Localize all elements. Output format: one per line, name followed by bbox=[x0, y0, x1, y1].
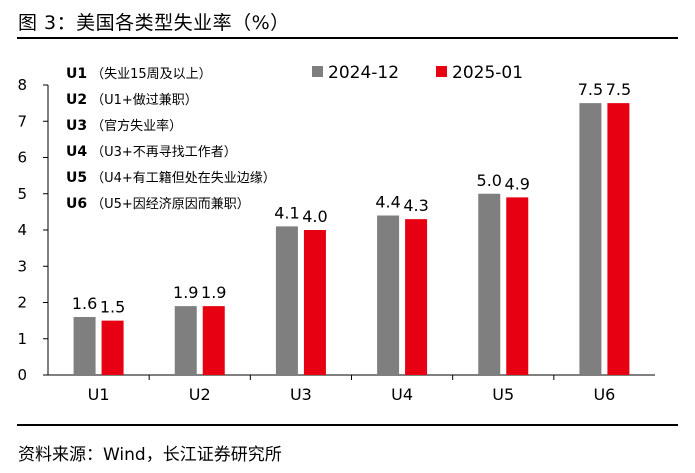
x-category-label: U3 bbox=[290, 385, 312, 404]
data-label: 1.9 bbox=[201, 283, 226, 302]
data-label: 1.5 bbox=[100, 298, 125, 317]
data-label: 5.0 bbox=[477, 171, 502, 190]
y-tick-label: 0 bbox=[17, 366, 27, 384]
legend-swatch-2025-01 bbox=[436, 66, 447, 77]
bar-2025-01-U6 bbox=[607, 103, 630, 375]
note-code: U4 bbox=[66, 144, 87, 160]
legend-label: 2024-12 bbox=[328, 63, 399, 83]
bar-2024-12-U2 bbox=[174, 306, 197, 375]
data-label: 7.5 bbox=[578, 80, 603, 99]
note-code: U3 bbox=[66, 118, 87, 134]
data-label: 4.3 bbox=[403, 196, 428, 215]
bar-2025-01-U3 bbox=[303, 230, 326, 375]
x-category-label: U6 bbox=[593, 385, 615, 404]
bar-2024-12-U5 bbox=[478, 193, 501, 375]
x-category-label: U2 bbox=[189, 385, 211, 404]
legend-swatch-2024-12 bbox=[312, 66, 323, 77]
note-description: （U1+做过兼职） bbox=[91, 93, 198, 108]
figure-title: 图 3：美国各类型失业率（%） bbox=[18, 12, 290, 34]
x-category-label: U5 bbox=[492, 385, 514, 404]
y-tick-label: 2 bbox=[17, 294, 27, 312]
note-line: U3 （官方失业率） bbox=[66, 118, 182, 134]
note-description: （官方失业率） bbox=[91, 118, 182, 134]
note-line: U1 （失业15周及以上） bbox=[66, 66, 212, 82]
data-label: 4.4 bbox=[375, 193, 400, 212]
note-code: U6 bbox=[66, 196, 87, 212]
bar-2024-12-U6 bbox=[579, 103, 602, 375]
data-label: 1.6 bbox=[72, 294, 97, 313]
note-code: U5 bbox=[66, 170, 87, 186]
bottom-rule bbox=[17, 424, 678, 426]
x-category-label: U4 bbox=[391, 385, 413, 404]
note-line: U6 （U5+因经济原因而兼职） bbox=[66, 196, 250, 212]
note-line: U2 （U1+做过兼职） bbox=[66, 92, 198, 108]
data-label: 4.9 bbox=[505, 174, 530, 193]
y-tick-label: 8 bbox=[17, 76, 27, 94]
bar-2025-01-U2 bbox=[202, 306, 225, 375]
note-description: （U3+不再寻找工作者） bbox=[91, 145, 237, 160]
data-label: 1.9 bbox=[173, 283, 198, 302]
note-code: U2 bbox=[66, 92, 87, 108]
bar-2024-12-U4 bbox=[377, 215, 400, 375]
x-category-label: U1 bbox=[88, 385, 110, 404]
data-label: 7.5 bbox=[606, 80, 631, 99]
y-tick-label: 5 bbox=[17, 185, 27, 203]
bar-2024-12-U3 bbox=[275, 226, 298, 375]
bar-2025-01-U4 bbox=[405, 219, 428, 375]
data-label: 4.1 bbox=[274, 203, 299, 222]
note-line: U4 （U3+不再寻找工作者） bbox=[66, 144, 237, 160]
bar-2025-01-U5 bbox=[506, 197, 529, 375]
data-label: 4.0 bbox=[302, 207, 327, 226]
bar-2025-01-U1 bbox=[101, 320, 124, 375]
source-note: 资料来源：Wind，长江证券研究所 bbox=[18, 445, 282, 465]
note-code: U1 bbox=[66, 66, 87, 82]
y-tick-label: 1 bbox=[17, 330, 27, 348]
top-rule bbox=[17, 37, 678, 39]
y-tick-label: 4 bbox=[17, 221, 27, 239]
y-tick-label: 6 bbox=[17, 149, 27, 167]
bar-2024-12-U1 bbox=[73, 317, 96, 375]
note-description: （失业15周及以上） bbox=[91, 67, 212, 82]
y-tick-label: 3 bbox=[17, 257, 27, 275]
note-description: （U4+有工籍但处在失业边缘） bbox=[91, 170, 276, 186]
y-tick-label: 7 bbox=[17, 112, 27, 130]
note-description: （U5+因经济原因而兼职） bbox=[91, 197, 250, 212]
legend-label: 2025-01 bbox=[452, 63, 523, 83]
note-line: U5 （U4+有工籍但处在失业边缘） bbox=[66, 170, 276, 186]
